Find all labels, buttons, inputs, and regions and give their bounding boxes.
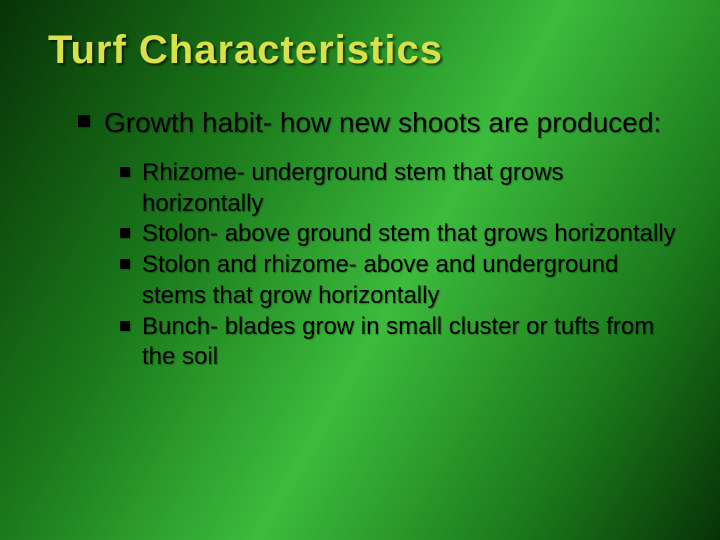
bullet-level2-item: Rhizome- underground stem that grows hor… [120,158,680,219]
square-bullet-icon [120,321,130,331]
bullet-level2-item: Stolon- above ground stem that grows hor… [120,219,680,250]
bullet-level2-item: Stolon and rhizome- above and undergroun… [120,250,680,311]
square-bullet-icon [120,259,130,269]
square-bullet-icon [78,115,90,127]
bullet-level2-text: Rhizome- underground stem that grows hor… [142,158,680,219]
bullet-level2-text: Bunch- blades grow in small cluster or t… [142,312,680,373]
square-bullet-icon [120,167,130,177]
square-bullet-icon [120,228,130,238]
bullet-level2-text: Stolon and rhizome- above and undergroun… [142,250,680,311]
bullet-level1-item: Growth habit- how new shoots are produce… [78,105,680,140]
slide-title: Turf Characteristics [48,28,680,73]
bullet-level1-text: Growth habit- how new shoots are produce… [104,105,680,140]
bullet-level2-text: Stolon- above ground stem that grows hor… [142,219,680,250]
bullet-level2-item: Bunch- blades grow in small cluster or t… [120,312,680,373]
